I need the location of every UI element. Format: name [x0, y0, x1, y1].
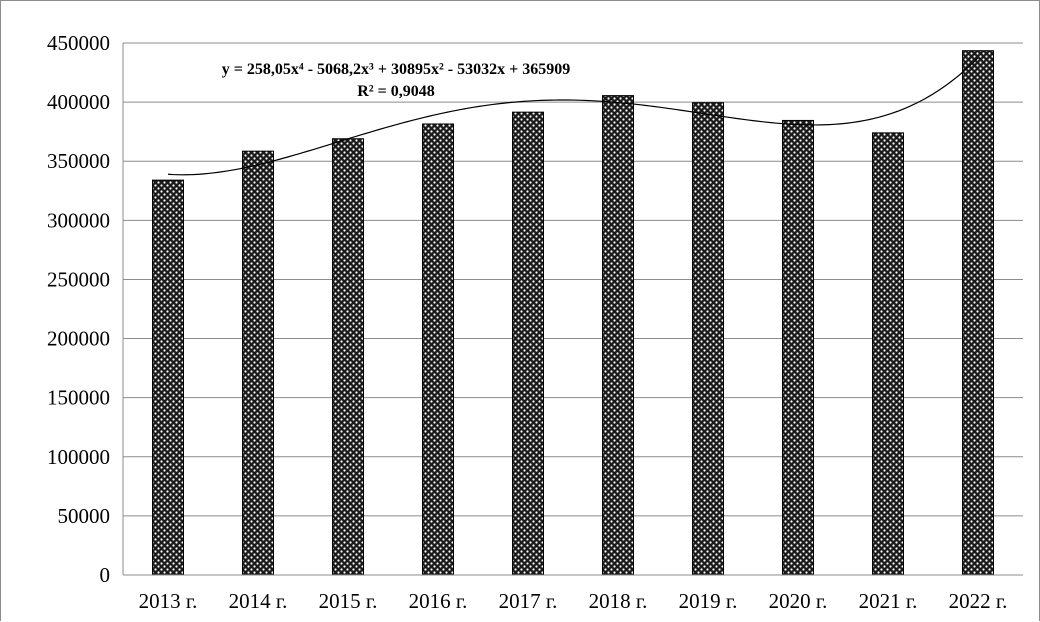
bar	[962, 50, 994, 576]
y-tick-label: 100000	[47, 445, 110, 469]
trendline-equation: y = 258,05x⁴ - 5068,2x³ + 30895x² - 5303…	[222, 61, 570, 78]
y-tick-label: 0	[100, 563, 111, 587]
bar	[782, 119, 814, 576]
trendline-curve	[167, 57, 979, 176]
x-tick-label: 2015 г.	[319, 589, 378, 613]
x-tick-label: 2014 г.	[229, 589, 288, 613]
bar	[602, 95, 634, 576]
bar	[512, 111, 544, 576]
trendline	[167, 57, 979, 176]
trendline-r-squared: R² = 0,9048	[357, 83, 434, 100]
x-tick-label: 2018 г.	[589, 589, 648, 613]
y-tick-label: 150000	[47, 386, 110, 410]
bars	[152, 50, 994, 576]
y-tick-label: 50000	[58, 504, 111, 528]
axes	[122, 43, 1023, 576]
x-tick-label: 2021 г.	[859, 589, 918, 613]
bar	[692, 102, 724, 576]
y-tick-label: 450000	[47, 31, 110, 55]
bar	[242, 150, 274, 576]
y-tick-label: 350000	[47, 149, 110, 173]
x-tick-labels: 2013 г. 2014 г. 2015 г. 2016 г. 2017 г. 2018 …	[139, 589, 1008, 613]
y-tick-label: 200000	[47, 327, 110, 351]
y-tick-label: 250000	[47, 267, 110, 291]
bar	[422, 123, 454, 576]
bar	[332, 138, 364, 576]
y-tick-label: 400000	[47, 90, 110, 114]
x-tick-label: 2022 г.	[949, 589, 1008, 613]
x-tick-label: 2020 г.	[769, 589, 828, 613]
y-tick-label: 300000	[47, 208, 110, 232]
bar	[152, 179, 184, 576]
x-tick-label: 2016 г.	[409, 589, 468, 613]
bar	[872, 132, 904, 576]
x-tick-label: 2013 г.	[139, 589, 198, 613]
x-tick-label: 2019 г.	[679, 589, 738, 613]
y-tick-labels: 0 50000 100000 150000 200000 250000 300000 3500…	[47, 31, 110, 587]
x-tick-label: 2017 г.	[499, 589, 558, 613]
